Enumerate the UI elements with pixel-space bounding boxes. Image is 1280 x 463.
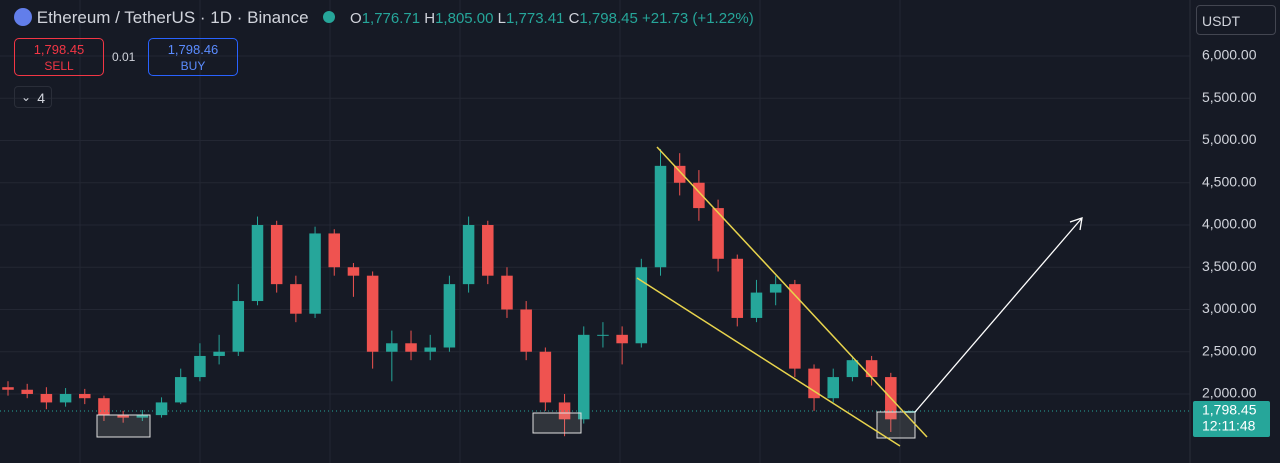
candle-body (577, 334, 590, 420)
h-value: 1,805.00 (435, 10, 494, 27)
last-price-label: 1,798.45 (1202, 402, 1257, 418)
candle-body (750, 292, 763, 318)
candle-body (213, 351, 225, 356)
buy-price: 1,798.46 (167, 42, 219, 57)
sell-label: SELL (44, 59, 74, 73)
arrow-head (1069, 217, 1083, 231)
y-tick-label: 5,500.00 (1202, 89, 1257, 105)
candle-body (79, 393, 91, 399)
y-tick-label: 2,000.00 (1202, 385, 1257, 401)
y-tick-label: 5,000.00 (1202, 131, 1257, 147)
candle-body (136, 415, 149, 418)
sell-button[interactable]: 1,798.45 SELL (14, 38, 104, 76)
candle-body (59, 393, 72, 403)
candle-body (731, 258, 744, 318)
symbol-title: Ethereum / TetherUS · 1D · Binance (36, 8, 309, 27)
eth-icon (14, 8, 32, 26)
o-label: O (350, 10, 362, 27)
candle-body (405, 343, 417, 352)
candle-body (347, 267, 360, 276)
countdown: 12:11:48 (1202, 418, 1256, 434)
candle-body (635, 267, 648, 344)
candle-body (155, 402, 168, 416)
candle-body (117, 415, 129, 418)
candle-body (654, 165, 667, 268)
candle-body (270, 224, 283, 285)
buy-button[interactable]: 1,798.46 BUY (148, 38, 238, 76)
candle-body (482, 224, 494, 276)
buy-label: BUY (180, 59, 206, 73)
y-tick-label: 2,500.00 (1202, 342, 1257, 358)
y-tick-label: 6,000.00 (1202, 47, 1257, 63)
candle-body (328, 233, 341, 268)
candle-body (846, 360, 859, 378)
candle-body (597, 334, 609, 336)
range-box (96, 414, 151, 438)
candle-body (462, 224, 475, 285)
o-value: 1,776.71 (361, 10, 421, 27)
candle-body (174, 377, 187, 403)
candle-body (501, 275, 513, 310)
candle-body (40, 393, 53, 403)
candle-body (616, 334, 628, 344)
candle-body (827, 377, 839, 399)
candle-body (539, 351, 552, 403)
candle-body (366, 275, 379, 352)
candle-body (251, 224, 264, 302)
drawings (96, 146, 1083, 447)
y-tick-label: 4,000.00 (1202, 216, 1257, 232)
trend-line (656, 146, 928, 438)
indicators-toggle[interactable]: ⌄ 4 (14, 86, 52, 108)
candle-body (232, 301, 245, 352)
candle-body (424, 347, 436, 352)
candle-body (443, 284, 456, 348)
l-label: L (497, 10, 506, 27)
currency-select[interactable]: USDT (1196, 5, 1276, 35)
y-tick-label: 3,000.00 (1202, 300, 1257, 316)
candle-body (520, 309, 532, 352)
h-label: H (424, 10, 436, 27)
candle-body (789, 284, 801, 369)
candle-body (673, 165, 686, 183)
candle-body (290, 284, 302, 314)
trend-line (636, 277, 901, 447)
range-box (532, 412, 582, 434)
candle-body (712, 208, 724, 259)
chevron: ⌄ (21, 90, 32, 104)
y-tick-label: 3,500.00 (1202, 258, 1257, 274)
last-price-badge (1193, 401, 1270, 438)
vertical-grid (79, 0, 901, 463)
change: +21.73 (+1.22%) (641, 10, 754, 27)
candle-body (98, 398, 110, 416)
candle-body (309, 233, 321, 314)
candle-body (693, 182, 705, 209)
sell-price: 1,798.45 (33, 42, 85, 57)
l-value: 1,773.41 (506, 10, 565, 27)
candle-body (865, 360, 878, 378)
spread: 0.01 (112, 50, 136, 64)
indicators-count: 4 (37, 90, 45, 106)
header: Ethereum / TetherUS · 1D · Binance O1,77… (14, 8, 754, 28)
c-value: 1,798.45 (579, 10, 638, 27)
candle-body (386, 343, 398, 352)
candle-body (2, 387, 14, 390)
y-tick-label: 4,500.00 (1202, 173, 1257, 189)
candle-body (769, 284, 782, 293)
candle-body (194, 355, 206, 378)
arrow (914, 217, 1083, 413)
status-dot (323, 11, 336, 23)
candle-body (21, 389, 33, 394)
c-label: C (568, 10, 580, 27)
candle-body (808, 368, 820, 399)
